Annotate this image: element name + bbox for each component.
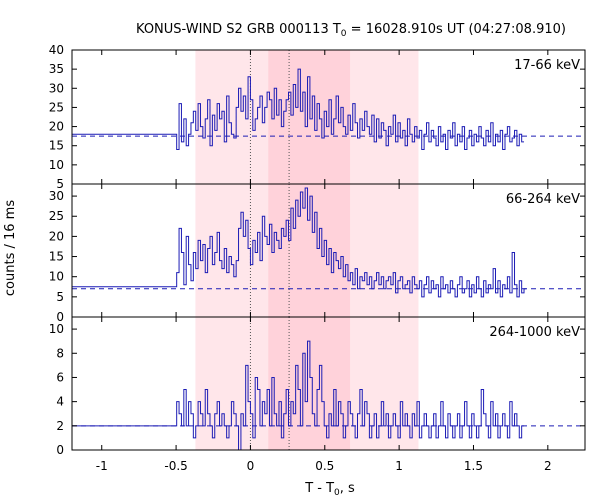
chart-title-subscript: 0 (341, 29, 347, 39)
x-ticks-group: -1 -0.5 0 0.5 1 1.5 2 (96, 459, 552, 473)
y-tick-label: 30 (49, 81, 64, 95)
x-axis-label-rest: , s (340, 481, 355, 496)
light-curve-2 (72, 187, 527, 298)
y-tick-label: 5 (56, 290, 64, 304)
y-tick-label: 8 (56, 346, 64, 360)
y-tick-label: 15 (49, 139, 64, 153)
y-tick-label: 4 (56, 395, 64, 409)
energy-band-label: 17-66 keV (514, 58, 580, 73)
x-axis-label: T - T0, s (304, 481, 355, 498)
y-tick-label: 5 (56, 177, 64, 191)
x-axis-label-main: T - T (304, 481, 334, 496)
y-tick-label: 10 (49, 270, 64, 284)
y-tick-label: 10 (49, 322, 64, 336)
chart-title-main: KONUS-WIND S2 GRB 000113 T (136, 22, 341, 37)
y-tick-label: 20 (49, 120, 64, 134)
y-tick-label: 15 (49, 250, 64, 264)
x-tick-label: 0 (247, 459, 255, 473)
y-tick-label: 40 (49, 43, 64, 57)
panel-3: 0 2 4 6 8 10 264-1000 keV (49, 316, 586, 457)
chart-title: KONUS-WIND S2 GRB 000113 T0 = 16028.910s… (136, 22, 566, 39)
y-tick-label: 35 (49, 62, 64, 76)
y-tick-label: 2 (56, 419, 64, 433)
panel-frame (71, 316, 586, 451)
x-tick-label: -0.5 (164, 459, 187, 473)
chart-title-rest: = 16028.910s UT (04:27:08.910) (347, 22, 566, 37)
light-curve-1 (72, 68, 525, 151)
y-tick-label: 20 (49, 229, 64, 243)
energy-band-label: 66-264 keV (506, 192, 580, 207)
x-tick-label: -1 (96, 459, 108, 473)
panel-1: 5 10 15 20 25 30 35 40 17-66 keV (49, 43, 586, 191)
energy-band-label: 264-1000 keV (489, 325, 580, 340)
y-tick-label: 25 (49, 100, 64, 114)
y-tick-label: 10 (49, 158, 64, 172)
x-tick-label: 0.5 (315, 459, 334, 473)
shaded-interval-2 (268, 50, 351, 184)
y-tick-label: 0 (56, 443, 64, 457)
y-tick-label: 25 (49, 209, 64, 223)
y-axis-label: counts / 16 ms (3, 200, 18, 296)
panel-2: 0 5 10 15 20 25 30 66-264 keV (49, 183, 586, 324)
x-axis-label-subscript: 0 (334, 488, 340, 498)
y-tick-label: 6 (56, 370, 64, 384)
y-tick-label: 30 (49, 189, 64, 203)
shaded-interval-2 (268, 317, 351, 450)
light-curve-3 (72, 340, 525, 451)
x-tick-label: 2 (544, 459, 552, 473)
y-tick-label: 0 (56, 310, 64, 324)
x-tick-label: 1.5 (464, 459, 483, 473)
x-tick-label: 1 (395, 459, 403, 473)
shaded-interval-2 (268, 184, 351, 317)
